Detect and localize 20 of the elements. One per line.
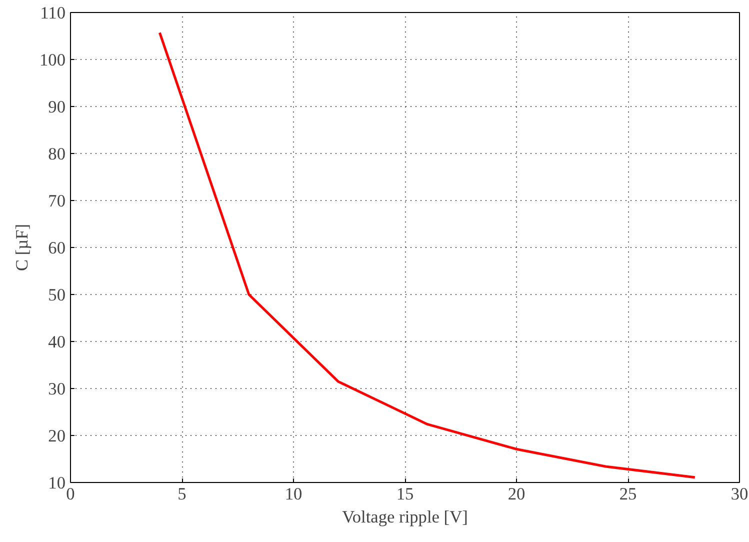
- x-tick-label: 25: [619, 484, 637, 504]
- y-tick-label: 30: [48, 380, 66, 398]
- y-tick-label: 70: [48, 192, 66, 210]
- y-tick-label: 100: [40, 50, 66, 70]
- y-tick-label: 40: [48, 332, 66, 352]
- line-series: [158, 31, 696, 479]
- y-tick-label: 80: [48, 144, 66, 164]
- y-tick-label: 110: [40, 4, 66, 22]
- x-axis-title: Voltage ripple [V]: [342, 508, 468, 526]
- x-tick-label: 15: [396, 484, 414, 504]
- y-tick-label: 20: [48, 426, 66, 446]
- y-axis-title: C [µF]: [12, 224, 32, 272]
- y-tick-label: 90: [48, 98, 66, 116]
- x-tick-label: 20: [508, 484, 526, 504]
- x-tick-label: 30: [730, 484, 748, 504]
- x-tick-label: 10: [284, 484, 302, 504]
- y-tick-label: 60: [48, 238, 66, 258]
- y-tick-label: 50: [48, 286, 66, 304]
- x-tick-label: 5: [178, 484, 186, 504]
- x-tick-label: 0: [66, 484, 75, 504]
